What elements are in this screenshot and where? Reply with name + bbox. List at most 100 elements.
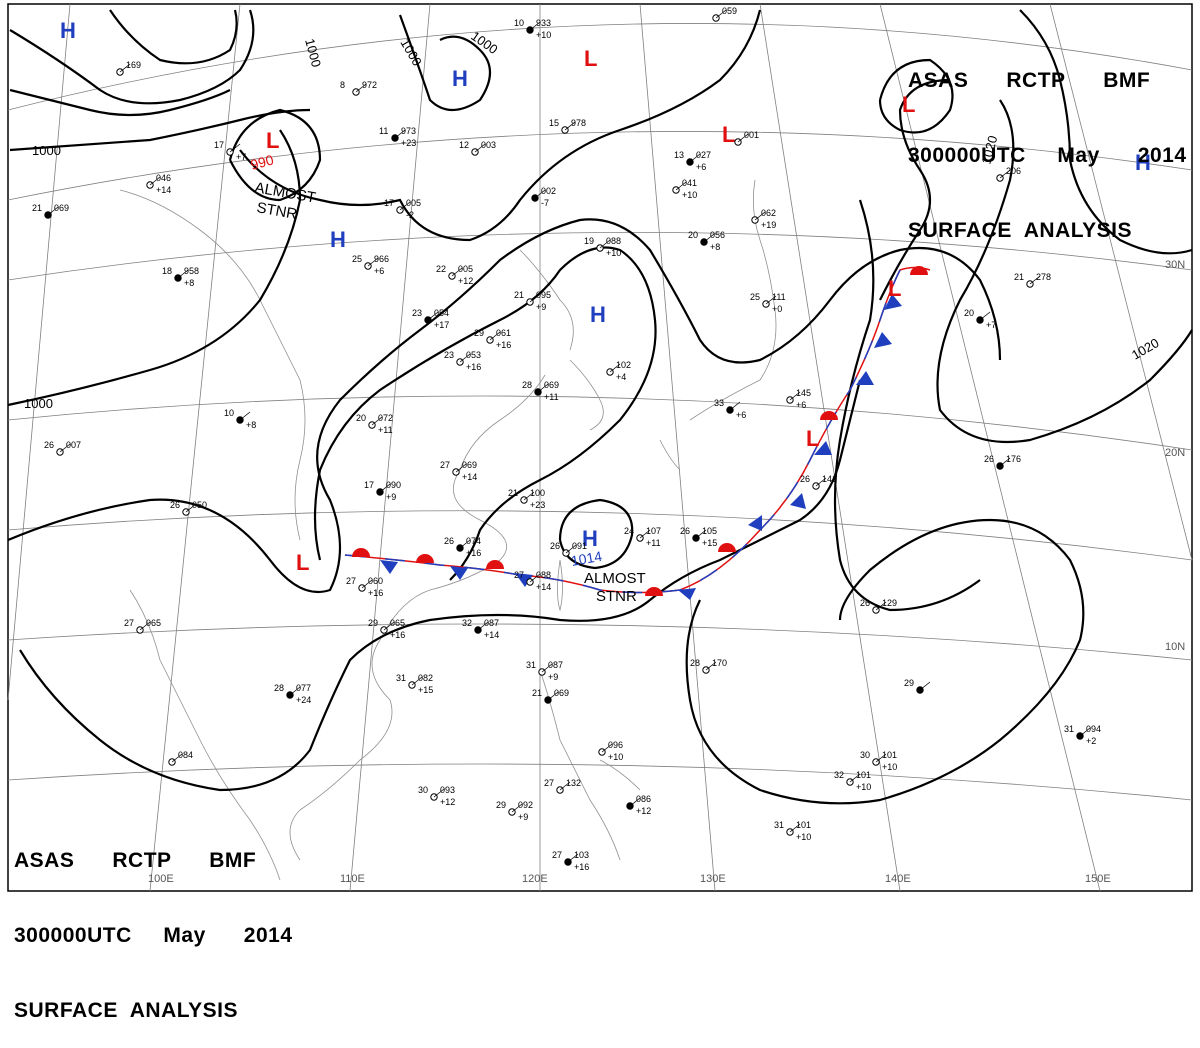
longitude-line-100e xyxy=(149,3,241,892)
station-pressure: 027 xyxy=(696,150,711,160)
title-line-3: SURFACE ANALYSIS xyxy=(14,999,238,1022)
station-temperature: 26 xyxy=(550,541,560,551)
indochina-coast xyxy=(129,589,281,881)
latitude-line-40n xyxy=(7,23,1193,111)
low-center: L xyxy=(902,92,915,117)
station-pressure: 087 xyxy=(484,618,499,628)
station-temperature: 19 xyxy=(584,236,594,246)
warm-front-symbols xyxy=(352,266,928,596)
lat-label: 30N xyxy=(1165,259,1185,271)
station-tendency: +14 xyxy=(462,472,477,482)
station-temperature: 20 xyxy=(356,413,366,423)
station-pressure: 065 xyxy=(390,618,405,628)
china-coast xyxy=(289,374,546,861)
station-tendency: +14 xyxy=(536,582,551,592)
wind-barb xyxy=(754,211,766,221)
station-plot: 19 088 +10 xyxy=(584,236,621,258)
station-pressure: 069 xyxy=(54,203,69,213)
station-plot: 096+10 xyxy=(598,740,623,762)
low-center: L xyxy=(722,122,735,147)
station-plot: 23 053 +16 xyxy=(444,350,481,372)
station-plot: 32 087 +14 xyxy=(462,618,499,640)
pressure-centers: H H H H H H L L L L L L L xyxy=(60,18,1151,575)
wind-barb xyxy=(529,573,541,583)
title-line-3: SURFACE ANALYSIS xyxy=(908,219,1132,242)
longitude-line-130e xyxy=(639,3,716,892)
high-center: H xyxy=(582,526,598,551)
station-plot: 13 027 +6 xyxy=(674,150,711,172)
station-plot: 26 050 xyxy=(170,500,207,516)
station-pressure: 102 xyxy=(616,360,631,370)
wind-barb xyxy=(399,201,411,211)
station-tendency: +9 xyxy=(386,492,396,502)
station-plot: 169 xyxy=(116,60,141,76)
wind-barb xyxy=(355,83,367,93)
front-annotations: ALMOST STNR ALMOST STNR xyxy=(253,179,645,605)
station-temperature: 31 xyxy=(1064,724,1074,734)
wind-barb xyxy=(534,189,546,199)
station-temperature: 30 xyxy=(860,750,870,760)
station-plot: 29 061 +16 xyxy=(474,328,511,350)
wind-barb xyxy=(537,383,549,393)
station-temperature: 20 xyxy=(688,230,698,240)
station-pressure: 069 xyxy=(544,380,559,390)
high-center: H xyxy=(452,66,468,91)
longitude-line-140e xyxy=(759,3,901,892)
high-center: H xyxy=(590,302,606,327)
graticule xyxy=(7,3,1193,892)
station-pressure: 176 xyxy=(1006,454,1021,464)
station-tendency: +16 xyxy=(466,548,481,558)
wind-barb xyxy=(705,661,717,671)
latitude-line-15n xyxy=(7,510,1193,561)
station-tendency: +7 xyxy=(986,320,996,330)
station-tendency: +10 xyxy=(606,248,621,258)
station-tendency: -2 xyxy=(406,210,414,220)
station-tendency: +16 xyxy=(496,340,511,350)
station-plot: 21 100 +23 xyxy=(508,488,545,510)
station-tendency: +14 xyxy=(484,630,499,640)
station-pressure: 129 xyxy=(882,598,897,608)
station-plot: 21 095 +9 xyxy=(514,290,551,312)
wind-barb xyxy=(789,391,801,401)
isobar-pacific-loop xyxy=(878,58,954,134)
station-pressure: 973 xyxy=(401,126,416,136)
wind-barb xyxy=(919,681,931,691)
station-tendency: +6 xyxy=(374,266,384,276)
station-pressure: 059 xyxy=(722,6,737,16)
cold-symbol xyxy=(856,371,874,385)
station-plot: 086+12 xyxy=(626,794,651,816)
station-tendency: +8 xyxy=(246,420,256,430)
station-pressure: 095 xyxy=(536,290,551,300)
station-temperature: 26 xyxy=(800,474,810,484)
stationary-front xyxy=(344,266,931,600)
station-tendency: +9 xyxy=(548,672,558,682)
low-center: L xyxy=(888,276,901,301)
low-center: L xyxy=(266,128,279,153)
latitude-line-30n xyxy=(7,231,1193,281)
lon-label: 150E xyxy=(1085,873,1111,885)
annotation-line: ALMOST xyxy=(584,570,646,587)
station-temperature: 17 xyxy=(214,140,224,150)
isobar-1020-east xyxy=(936,99,1193,444)
station-temperature: 29 xyxy=(904,678,914,688)
station-temperature: 27 xyxy=(544,778,554,788)
isobar-outer-west xyxy=(7,218,1002,594)
wind-barb xyxy=(639,529,651,539)
wind-barb xyxy=(1029,275,1041,285)
wind-barb xyxy=(119,63,131,73)
station-temperature: 17 xyxy=(384,198,394,208)
station-temperature: 32 xyxy=(462,618,472,628)
wind-barb xyxy=(489,331,501,341)
lon-label: 120E xyxy=(522,873,548,885)
wind-barb xyxy=(559,781,571,791)
taiwan-coast xyxy=(557,559,563,612)
station-temperature: 25 xyxy=(750,292,760,302)
station-pressure: 005 xyxy=(406,198,421,208)
warm-symbol xyxy=(910,266,928,275)
wind-barb xyxy=(675,181,687,191)
surface-analysis-map: 1000 1000 1000 1000 1000 1020 1020 100E … xyxy=(7,3,1193,892)
station-tendency: +9 xyxy=(518,812,528,822)
wind-barb xyxy=(47,206,59,216)
station-plot: 8 972 xyxy=(340,80,377,96)
wind-barb xyxy=(477,621,489,631)
